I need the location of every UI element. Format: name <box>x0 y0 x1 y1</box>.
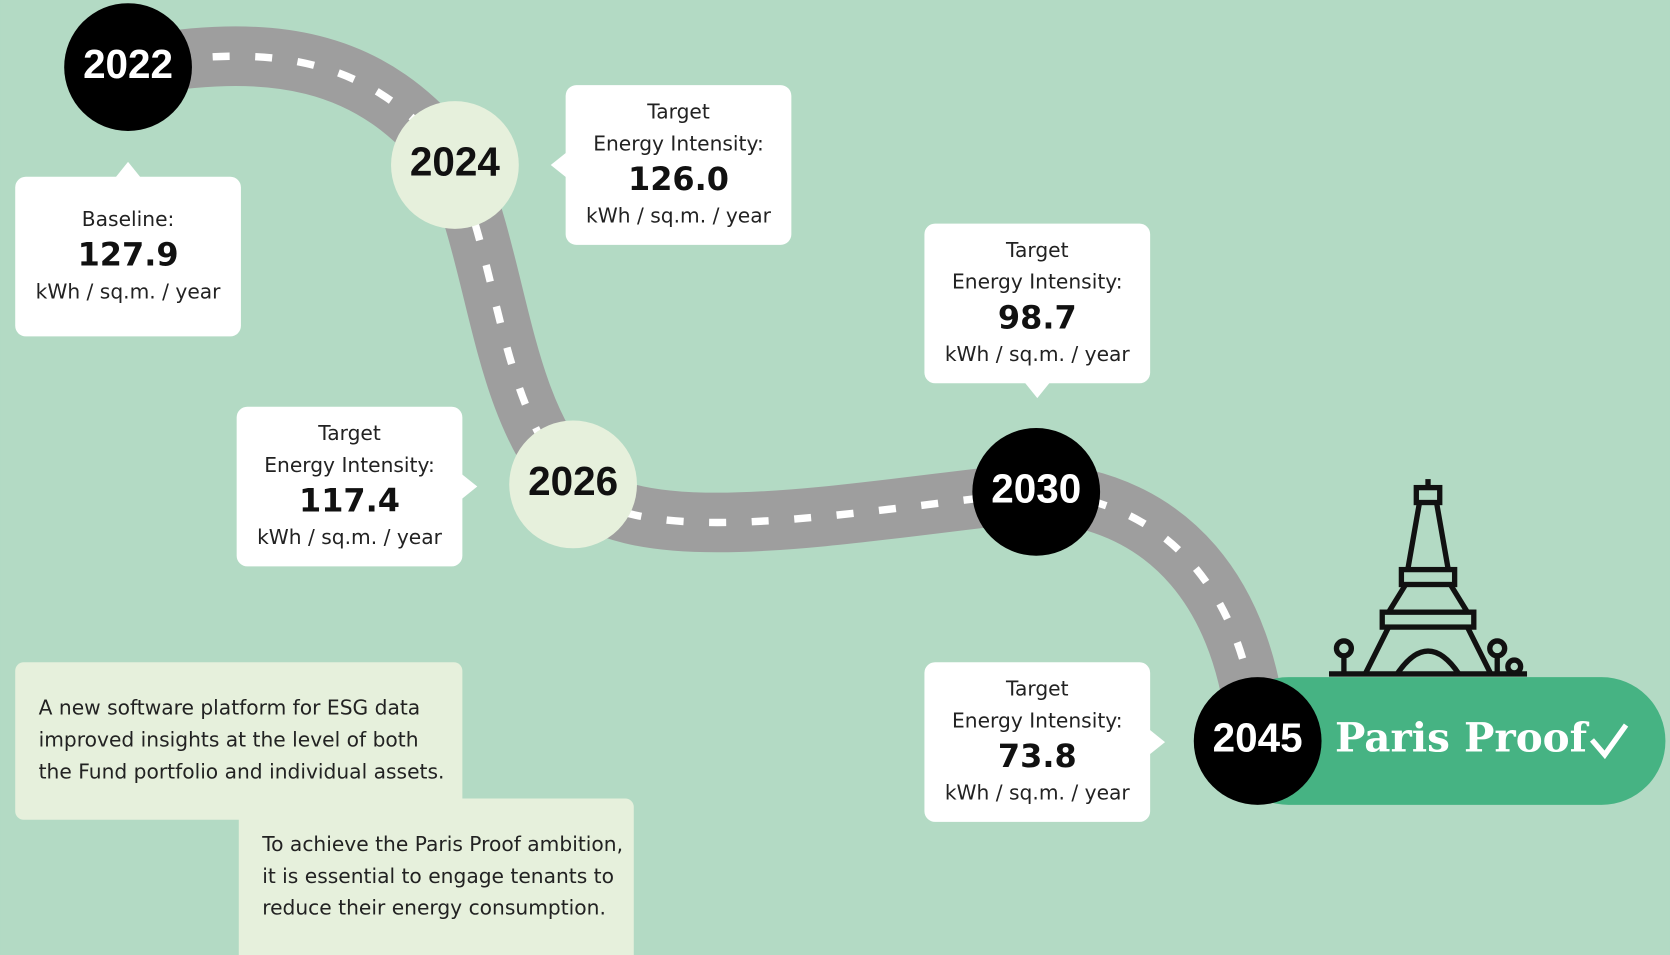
callout-label: Baseline: <box>82 207 175 231</box>
callout-unit: kWh / sq.m. / year <box>586 204 772 228</box>
year: 2026 <box>528 458 618 504</box>
note-line: it is essential to engage tenants to <box>262 864 614 888</box>
callout-label: Energy Intensity: <box>952 270 1123 294</box>
callout-label: Energy Intensity: <box>264 453 435 477</box>
year: 2045 <box>1213 715 1303 761</box>
callout-unit: kWh / sq.m. / year <box>945 781 1131 805</box>
note-line: reduce their energy consumption. <box>262 896 606 920</box>
year: 2022 <box>83 41 173 87</box>
note: To achieve the Paris Proof ambition, it i… <box>239 798 634 955</box>
callout-unit: kWh / sq.m. / year <box>257 525 443 549</box>
callout-label: Energy Intensity: <box>952 708 1123 732</box>
callout-unit: kWh / sq.m. / year <box>945 342 1131 366</box>
milestone: 2045 Target Energy Intensity: 73.8 kWh / sq.… <box>924 662 1321 822</box>
callout-label: Target <box>1005 676 1069 700</box>
roadmap: Paris Proof 2022 Baseline: 127.9 kWh / sq.m… <box>0 0 1670 955</box>
callout-label: Target <box>646 99 710 123</box>
note-line: To achieve the Paris Proof ambition, <box>261 832 623 856</box>
goal-label: Paris Proof <box>1335 714 1590 762</box>
milestone: 2026 Target Energy Intensity: 117.4 kWh / sq… <box>237 407 637 567</box>
note: A new software platform for ESG data impr… <box>15 662 462 820</box>
note-line: the Fund portfolio and individual assets… <box>39 759 445 783</box>
callout-label: Target <box>1005 238 1069 262</box>
callout-unit: kWh / sq.m. / year <box>36 279 222 303</box>
callout-value: 127.9 <box>78 236 179 274</box>
callout-label: Energy Intensity: <box>593 131 764 155</box>
callout-value: 117.4 <box>299 482 400 520</box>
year: 2024 <box>410 139 500 185</box>
callout-value: 73.8 <box>998 737 1077 775</box>
callout-value: 126.0 <box>628 160 729 198</box>
note-line: A new software platform for ESG data <box>39 696 421 720</box>
milestone: 2024 Target Energy Intensity: 126.0 kWh / sq… <box>391 85 791 245</box>
note-line: improved insights at the level of both <box>39 728 419 752</box>
page: Paris Proof 2022 Baseline: 127.9 kWh / sq.m… <box>0 0 1670 955</box>
callout-value: 98.7 <box>998 298 1077 336</box>
year: 2030 <box>991 466 1081 512</box>
callout-label: Target <box>317 421 381 445</box>
